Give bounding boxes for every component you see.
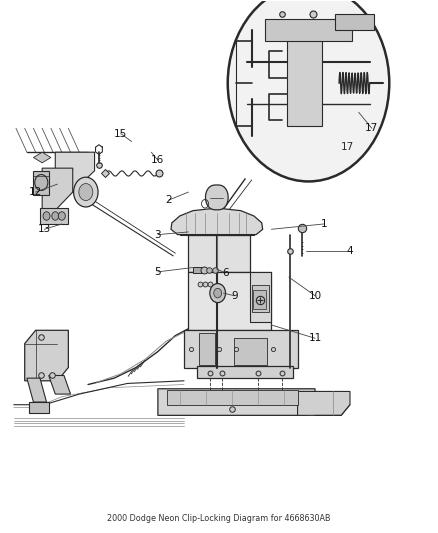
Circle shape bbox=[43, 212, 50, 220]
Polygon shape bbox=[287, 30, 321, 126]
Circle shape bbox=[79, 183, 93, 200]
Polygon shape bbox=[197, 366, 293, 378]
Polygon shape bbox=[27, 378, 46, 402]
Text: 3: 3 bbox=[155, 230, 161, 240]
Text: 17: 17 bbox=[341, 142, 354, 152]
Text: 11: 11 bbox=[308, 333, 321, 343]
Circle shape bbox=[74, 177, 98, 207]
Polygon shape bbox=[199, 333, 215, 365]
Polygon shape bbox=[184, 330, 297, 368]
Text: 2000 Dodge Neon Clip-Locking Diagram for 4668630AB: 2000 Dodge Neon Clip-Locking Diagram for… bbox=[107, 514, 331, 523]
Polygon shape bbox=[188, 235, 250, 272]
Polygon shape bbox=[250, 272, 272, 322]
Polygon shape bbox=[33, 152, 51, 163]
Text: 2: 2 bbox=[166, 195, 172, 205]
Polygon shape bbox=[33, 171, 49, 195]
Text: 4: 4 bbox=[346, 246, 353, 255]
Polygon shape bbox=[205, 185, 228, 210]
Polygon shape bbox=[49, 375, 71, 394]
Text: 10: 10 bbox=[308, 290, 321, 301]
Polygon shape bbox=[42, 168, 73, 224]
Polygon shape bbox=[25, 330, 68, 381]
Text: 1: 1 bbox=[321, 219, 327, 229]
Polygon shape bbox=[297, 391, 350, 415]
Text: 16: 16 bbox=[151, 155, 165, 165]
Text: 5: 5 bbox=[155, 267, 161, 277]
Polygon shape bbox=[40, 208, 68, 224]
Polygon shape bbox=[335, 14, 374, 30]
Polygon shape bbox=[188, 272, 272, 330]
Text: 12: 12 bbox=[29, 187, 42, 197]
Circle shape bbox=[228, 0, 389, 181]
Polygon shape bbox=[29, 402, 49, 413]
Polygon shape bbox=[55, 152, 95, 208]
Polygon shape bbox=[158, 389, 315, 415]
Polygon shape bbox=[234, 338, 267, 365]
Circle shape bbox=[58, 212, 65, 220]
Polygon shape bbox=[252, 285, 269, 312]
Circle shape bbox=[52, 212, 59, 220]
Text: 9: 9 bbox=[231, 290, 237, 301]
Polygon shape bbox=[171, 208, 263, 235]
Polygon shape bbox=[193, 266, 201, 273]
Polygon shape bbox=[265, 19, 352, 41]
Circle shape bbox=[214, 288, 222, 298]
Text: 17: 17 bbox=[365, 123, 378, 133]
Text: 6: 6 bbox=[222, 268, 229, 278]
Polygon shape bbox=[166, 390, 297, 405]
Text: 13: 13 bbox=[38, 224, 51, 235]
Circle shape bbox=[35, 174, 48, 190]
Circle shape bbox=[210, 284, 226, 303]
Polygon shape bbox=[253, 290, 266, 309]
Text: 15: 15 bbox=[114, 128, 127, 139]
